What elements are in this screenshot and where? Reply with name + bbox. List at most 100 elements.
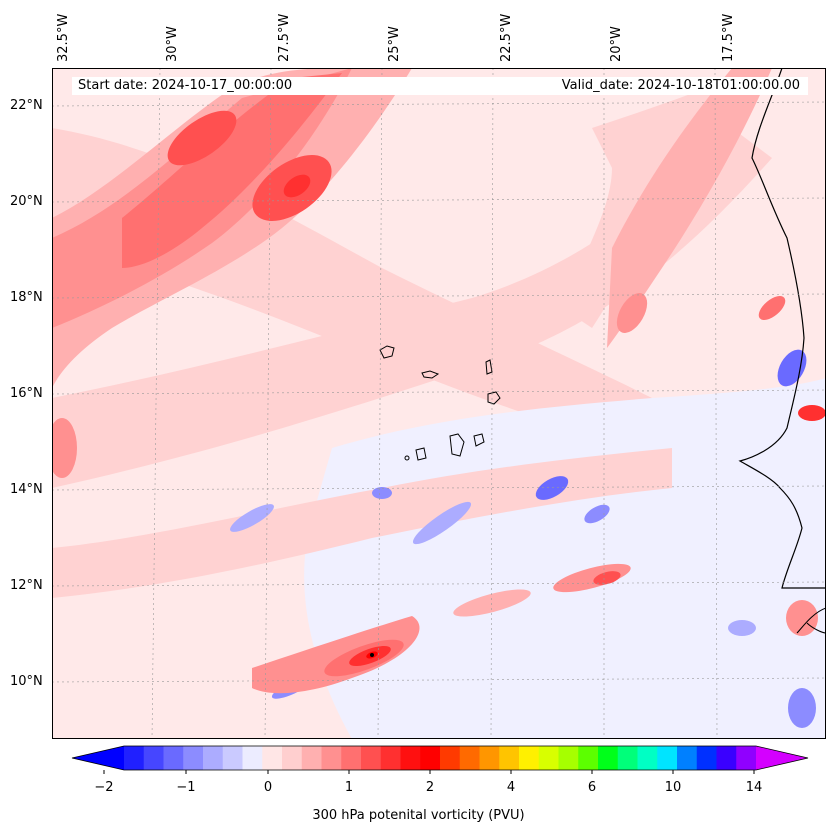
pv-negative-cell	[412, 501, 472, 545]
pv-max	[798, 405, 826, 421]
colorbar-cell	[558, 746, 579, 770]
colorbar-cell	[242, 746, 263, 770]
colorbar-cell	[736, 746, 757, 770]
colorbar-cell	[538, 746, 559, 770]
colorbar-extend-max	[756, 746, 808, 770]
lat-label: 14°N	[10, 482, 43, 497]
island	[404, 455, 410, 461]
pv-map	[52, 68, 826, 739]
colorbar-tick: 6	[587, 780, 597, 795]
island	[485, 359, 493, 375]
colorbar-tick: 0	[263, 780, 273, 795]
colorbar-cell	[519, 746, 540, 770]
colorbar-cell	[420, 746, 441, 770]
colorbar-cell	[598, 746, 619, 770]
pv-negative-zone	[304, 378, 826, 739]
colorbar-cell	[716, 746, 737, 770]
colorbar-cell	[400, 746, 421, 770]
pv-band-medium	[607, 68, 772, 348]
pv-negative-cell	[584, 504, 610, 524]
valid-date: Valid_date: 2024-10-18T01:00:00.00	[561, 78, 800, 93]
colorbar-label: 300 hPa potenital vorticity (PVU)	[312, 808, 525, 823]
colorbar-cell	[321, 746, 342, 770]
pv-peak	[370, 653, 374, 657]
pv-band-medium	[52, 68, 412, 388]
colorbar-cell	[657, 746, 678, 770]
pv-max	[283, 174, 311, 198]
pv-max	[786, 600, 818, 636]
island	[379, 345, 395, 359]
lon-label: 22.5°W	[499, 13, 514, 62]
lat-label: 16°N	[10, 386, 43, 401]
lat-label: 22°N	[10, 98, 43, 113]
colorbar-tick: 1	[344, 780, 354, 795]
colorbar-cell	[578, 746, 599, 770]
lat-label: 18°N	[10, 290, 43, 305]
lat-label: 10°N	[10, 674, 43, 689]
island	[487, 391, 501, 405]
colorbar-cell	[617, 746, 638, 770]
colorbar-cell	[222, 746, 243, 770]
colorbar-tick: 10	[664, 780, 682, 795]
pv-negative-cell	[728, 620, 756, 636]
colorbar-cell	[637, 746, 658, 770]
colorbar-cell	[459, 746, 480, 770]
lon-label: 27.5°W	[277, 13, 292, 62]
colorbar-cell	[341, 746, 362, 770]
colorbar-tick: 4	[506, 780, 516, 795]
pv-band-light	[52, 448, 672, 598]
colorbar-tick: −2	[94, 780, 114, 795]
colorbar-extend-min	[72, 746, 124, 770]
colorbar-cell	[262, 746, 283, 770]
island	[473, 433, 485, 447]
graticule	[52, 68, 826, 739]
colorbar-cell	[163, 746, 184, 770]
lat-label: 20°N	[10, 194, 43, 209]
colorbar-cell	[696, 746, 717, 770]
colorbar-cell	[380, 746, 401, 770]
colorbar-cell	[301, 746, 322, 770]
date-info-bar: Start date: 2024-10-17_00:00:00 Valid_da…	[72, 77, 808, 95]
pv-band-light	[52, 128, 772, 488]
island	[415, 447, 427, 461]
colorbar-tick: −1	[176, 780, 196, 795]
pv-negative-cell	[535, 476, 569, 500]
pv-max	[593, 571, 621, 585]
colorbar-cell	[124, 746, 145, 770]
colorbar-cell	[143, 746, 164, 770]
pv-max	[52, 418, 77, 478]
colorbar-cell	[203, 746, 224, 770]
lon-label: 25°W	[387, 26, 402, 62]
start-date: Start date: 2024-10-17_00:00:00	[78, 78, 293, 93]
pv-map-svg	[52, 68, 826, 739]
colorbar-cell	[183, 746, 204, 770]
pv-max	[758, 296, 786, 320]
lon-label: 20°W	[609, 26, 624, 62]
pv-streak	[272, 654, 332, 676]
colorbar-cell	[440, 746, 461, 770]
pv-max	[616, 293, 648, 333]
colorbar-cell	[479, 746, 500, 770]
coastline	[738, 68, 826, 589]
pv-negative-cell	[777, 349, 807, 387]
coastline	[796, 607, 826, 634]
colorbar-cell	[499, 746, 520, 770]
lat-label: 12°N	[10, 578, 43, 593]
pv-max	[167, 110, 237, 166]
lon-label: 30°W	[165, 26, 180, 62]
island	[421, 370, 440, 379]
pv-streak	[553, 563, 631, 593]
pv-negative-cell	[788, 688, 816, 728]
colorbar-outline	[71, 745, 809, 771]
pv-negative-cell	[372, 487, 392, 499]
colorbar-cell	[677, 746, 698, 770]
colorbar-cell	[361, 746, 382, 770]
lon-label: 17.5°W	[721, 13, 736, 62]
colorbar-tick: 2	[425, 780, 435, 795]
pv-negative-cell	[230, 504, 274, 532]
island	[449, 433, 465, 457]
pv-streak	[453, 589, 531, 617]
colorbar-tick: 14	[745, 780, 763, 795]
colorbar-cell	[282, 746, 303, 770]
colorbar-cells	[71, 745, 809, 774]
